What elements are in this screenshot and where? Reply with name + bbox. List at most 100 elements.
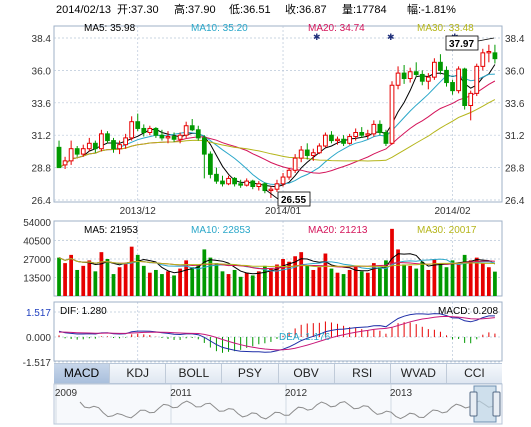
candle: [80, 144, 86, 157]
candle-body: [347, 136, 352, 144]
candle: [371, 120, 377, 137]
volume-bar: [450, 260, 455, 296]
candle: [389, 81, 395, 145]
volume-bar: [123, 263, 128, 296]
candle-body: [226, 177, 231, 185]
indicator-tabs: MACD KDJ BOLL PSY OBV RSI WVAD CCI: [54, 363, 502, 384]
volume-bar: [299, 252, 304, 296]
candle: [450, 79, 455, 95]
candle-body: [99, 133, 104, 150]
volume-bar: [244, 272, 249, 296]
candle-body: [407, 71, 413, 79]
candle: [274, 179, 280, 192]
volume-bar: [63, 263, 67, 296]
candle-body: [335, 138, 340, 142]
candle-body: [117, 144, 122, 150]
vol-ma20-label: MA20: 21213: [308, 225, 368, 236]
candle: [238, 179, 244, 188]
candle: [323, 132, 328, 148]
volume-y-axis: 54000 40500 27000 13500: [23, 218, 51, 285]
tab-kdj[interactable]: KDJ: [110, 364, 167, 383]
volume-bars: [57, 228, 497, 296]
ma5-label: MA5: 35.98: [84, 23, 136, 34]
candle-body: [56, 146, 62, 169]
candle-body: [183, 125, 189, 136]
tab-psy[interactable]: PSY: [222, 364, 279, 383]
candle-body: [395, 72, 401, 86]
candle: [280, 173, 286, 187]
candle-body: [80, 148, 86, 155]
candle-body: [74, 148, 80, 155]
overview-year-label: 2012: [285, 388, 308, 399]
candle: [99, 129, 104, 152]
tab-wvad[interactable]: WVAD: [391, 364, 447, 383]
candle-body: [492, 52, 498, 60]
candle: [123, 133, 128, 149]
candle: [226, 175, 231, 186]
candle-body: [280, 176, 286, 185]
candle-body: [329, 134, 334, 142]
volume-bar: [172, 275, 176, 296]
candle-body: [135, 121, 141, 129]
overview-history-line: [79, 400, 499, 420]
candle-body: [220, 180, 225, 185]
dea-label: DEA: 1.176: [279, 332, 331, 343]
candle-body: [298, 149, 304, 159]
candle: [111, 137, 116, 153]
candle-body: [208, 153, 213, 175]
macd-tick-label: -1.517: [23, 358, 52, 369]
price-y-axis-right: 38.4 36.0 33.6 31.2 28.8 26.4: [505, 34, 525, 207]
overview-right-handle[interactable]: [492, 391, 501, 417]
ma-line: [58, 73, 495, 186]
candle-body: [189, 125, 195, 131]
tab-obv[interactable]: OBV: [279, 364, 335, 383]
volume-bar: [93, 271, 98, 296]
price-tick-label: 38.4: [32, 34, 52, 45]
tab-macd[interactable]: MACD: [54, 364, 111, 383]
candle: [56, 140, 62, 169]
price-x-tick-label: 2014/01: [265, 206, 302, 217]
volume-bar: [178, 268, 182, 296]
high-price-callout: 37.97: [445, 35, 495, 51]
candle-body: [365, 133, 371, 136]
volume-bar: [378, 267, 382, 296]
price-tick-label: 33.6: [32, 99, 52, 110]
volume-bar: [57, 257, 61, 296]
candle-body: [177, 134, 183, 140]
volume-bar: [414, 268, 419, 296]
volume-bar: [226, 274, 231, 296]
candle: [153, 127, 159, 138]
low-price-callout: 26.55: [265, 189, 311, 207]
candle: [365, 129, 371, 140]
volume-bar: [347, 269, 352, 296]
candle-body: [147, 127, 153, 133]
ma10-label: MA10: 35.20: [191, 23, 248, 34]
price-x-tick-label: 2014/02: [434, 206, 471, 217]
candle: [256, 181, 262, 191]
volume-bar: [275, 264, 279, 296]
price-y-axis-left: 38.4 36.0 33.6 31.2 28.8 26.4: [32, 34, 52, 207]
tab-cci[interactable]: CCI: [464, 366, 485, 380]
price-tick-label: 31.2: [505, 131, 525, 142]
candle: [407, 67, 413, 83]
quote-low: 低:36.51: [229, 3, 271, 16]
candle-body: [141, 127, 147, 133]
overview-year-label: 2011: [170, 388, 192, 399]
candle: [432, 58, 437, 80]
tab-rsi[interactable]: RSI: [335, 364, 391, 383]
event-marker-icon: ✱: [313, 32, 321, 42]
candle-body: [425, 76, 431, 82]
tab-boll[interactable]: BOLL: [166, 364, 223, 383]
volume-bar: [117, 267, 122, 296]
candle: [347, 133, 352, 145]
candle: [492, 44, 498, 64]
candle-body: [250, 180, 256, 188]
volume-tick-label: 40500: [23, 237, 51, 248]
candle: [383, 129, 389, 146]
candle-body: [256, 183, 262, 188]
price-tick-label: 38.4: [505, 34, 525, 45]
price-tick-label: 36.0: [505, 66, 525, 77]
candle-body: [159, 134, 165, 139]
overview-left-handle[interactable]: [469, 391, 478, 417]
candle: [177, 132, 183, 144]
